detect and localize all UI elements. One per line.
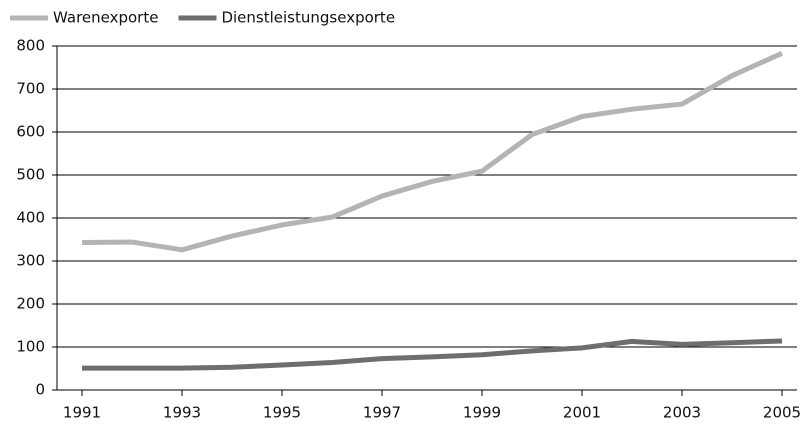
y-tick-label: 100 <box>16 338 45 356</box>
x-tick-label: 1999 <box>463 404 501 422</box>
series-line <box>81 51 784 253</box>
x-tick-label: 1997 <box>363 404 401 422</box>
x-tick-label: 1993 <box>163 404 201 422</box>
legend-label: Dienstleistungsexporte <box>221 9 395 27</box>
y-tick-label: 800 <box>16 37 45 55</box>
y-tick-label: 300 <box>16 252 45 270</box>
y-tick-label: 200 <box>16 295 45 313</box>
y-tick-label: 600 <box>16 123 45 141</box>
x-tick-label: 1995 <box>263 404 301 422</box>
x-tick-label: 2005 <box>763 404 801 422</box>
y-tick-label: 400 <box>16 209 45 227</box>
x-tick-label: 1991 <box>63 404 101 422</box>
series-line <box>82 338 783 371</box>
y-tick-label: 700 <box>16 80 45 98</box>
y-tick-label: 0 <box>35 381 45 399</box>
y-tick-label: 500 <box>16 166 45 184</box>
legend-label: Warenexporte <box>53 9 158 27</box>
x-tick-label: 2003 <box>663 404 701 422</box>
x-tick-label: 2001 <box>563 404 601 422</box>
